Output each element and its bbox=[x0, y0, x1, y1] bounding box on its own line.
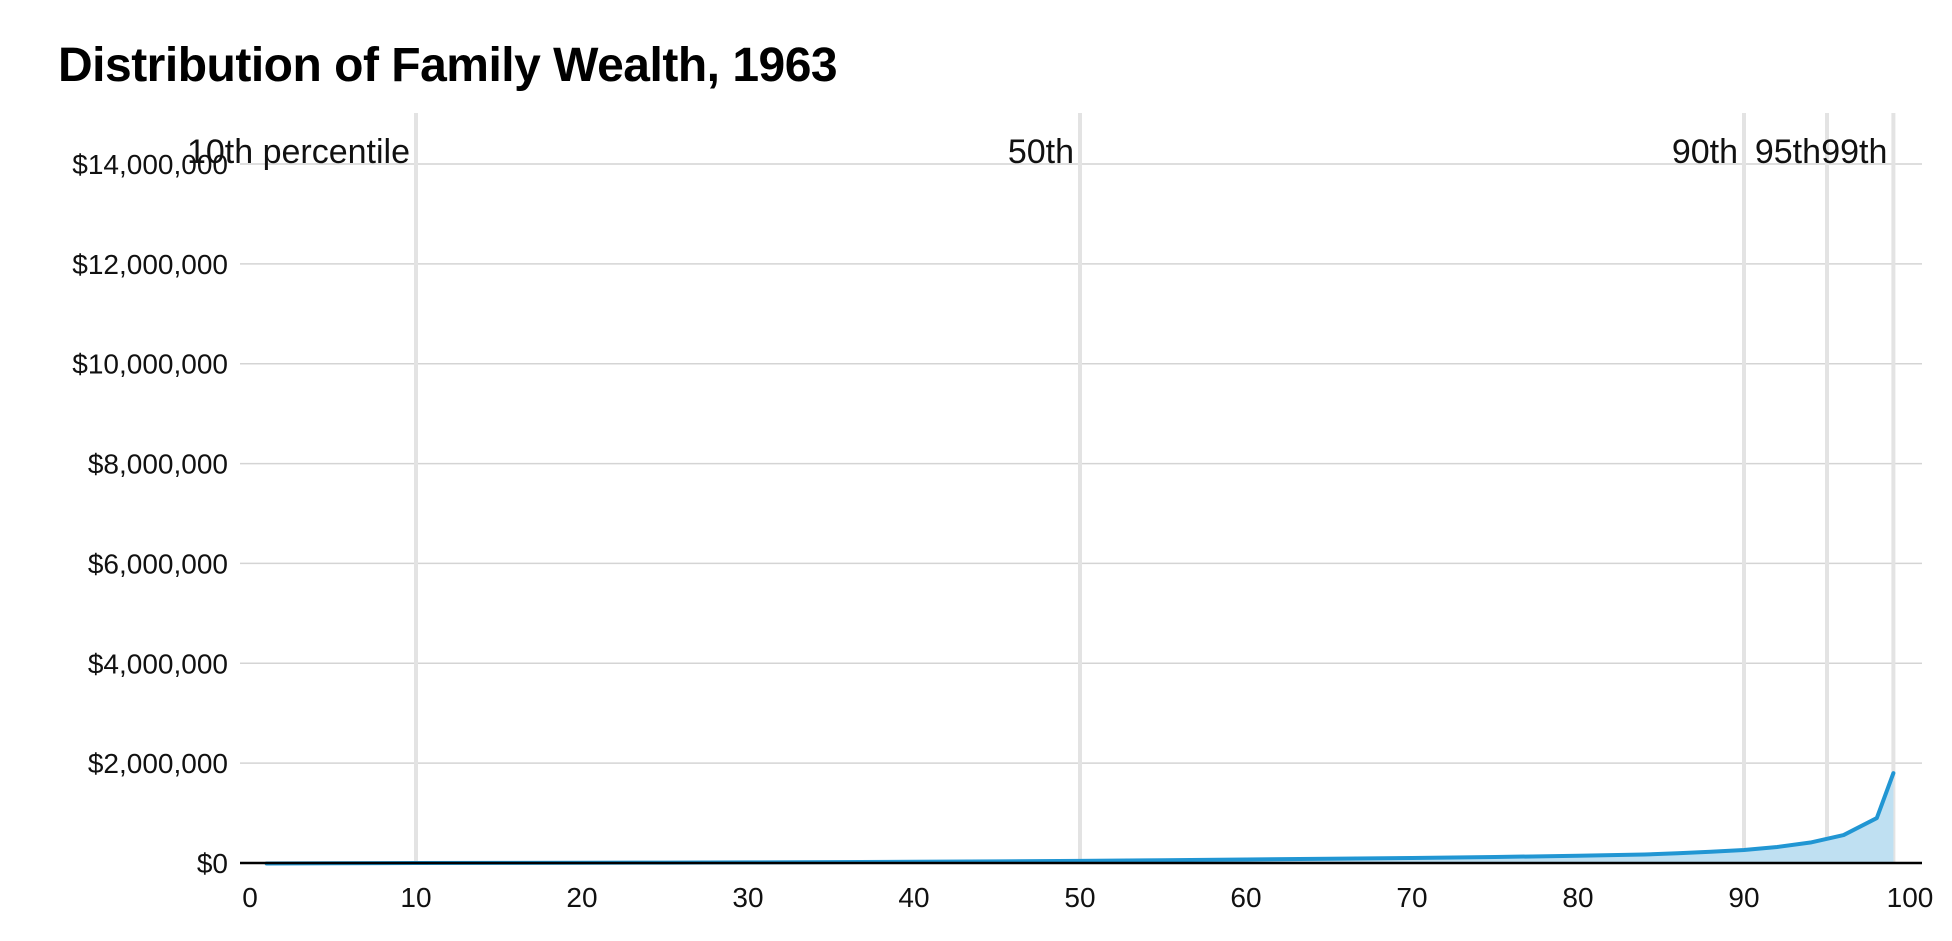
series-area-fill bbox=[266, 773, 1894, 864]
x-tick-label: 90 bbox=[1728, 882, 1759, 913]
data-point bbox=[1078, 859, 1082, 863]
x-tick-label: 50 bbox=[1064, 882, 1095, 913]
data-point bbox=[1676, 851, 1680, 855]
percentile-label: 95th bbox=[1755, 133, 1821, 171]
y-tick-label: $0 bbox=[197, 848, 228, 879]
y-tick-labels: $0 $2,000,000 $4,000,000 $6,000,000 $8,000,0… bbox=[72, 149, 228, 879]
y-tick-label: $2,000,000 bbox=[88, 748, 228, 779]
data-point bbox=[1161, 858, 1165, 862]
x-tick-label: 100 bbox=[1887, 882, 1934, 913]
data-point bbox=[1742, 848, 1746, 852]
data-point bbox=[1642, 853, 1646, 857]
data-point bbox=[1709, 850, 1713, 854]
data-point bbox=[1842, 833, 1846, 837]
data-point bbox=[1327, 857, 1331, 861]
x-tick-label: 30 bbox=[732, 882, 763, 913]
data-point bbox=[1875, 816, 1879, 820]
percentile-marker-lines bbox=[414, 113, 1896, 863]
percentile-label: 10th percentile bbox=[187, 133, 410, 171]
y-tick-label: $4,000,000 bbox=[88, 648, 228, 679]
x-tick-label: 0 bbox=[242, 882, 258, 913]
percentile-label: 90th bbox=[1672, 133, 1738, 171]
x-tick-label: 10 bbox=[400, 882, 431, 913]
y-tick-label: $6,000,000 bbox=[88, 548, 228, 579]
percentile-label: 50th bbox=[1008, 133, 1074, 171]
chart-title: Distribution of Family Wealth, 1963 bbox=[58, 39, 838, 92]
y-tick-label: $10,000,000 bbox=[72, 349, 228, 380]
x-tick-labels: 0 10 20 30 40 50 60 70 80 90 100 bbox=[242, 882, 1933, 913]
data-point bbox=[1775, 845, 1779, 849]
y-tick-label: $12,000,000 bbox=[72, 249, 228, 280]
data-point bbox=[1244, 858, 1248, 862]
data-point bbox=[1576, 854, 1580, 858]
y-tick-label: $8,000,000 bbox=[88, 449, 228, 480]
y-tick-label: $14,000,000 bbox=[72, 149, 228, 180]
percentile-labels: 10th percentile 50th 90th 95th 99th bbox=[187, 133, 1887, 171]
data-point bbox=[1891, 771, 1895, 775]
x-tick-label: 20 bbox=[566, 882, 597, 913]
percentile-label: 99th bbox=[1821, 133, 1887, 171]
x-tick-label: 40 bbox=[898, 882, 929, 913]
data-point bbox=[1410, 856, 1414, 860]
x-tick-label: 70 bbox=[1396, 882, 1427, 913]
x-tick-label: 80 bbox=[1562, 882, 1593, 913]
x-tick-label: 60 bbox=[1230, 882, 1261, 913]
data-point bbox=[1808, 841, 1812, 845]
data-point bbox=[1493, 855, 1497, 859]
